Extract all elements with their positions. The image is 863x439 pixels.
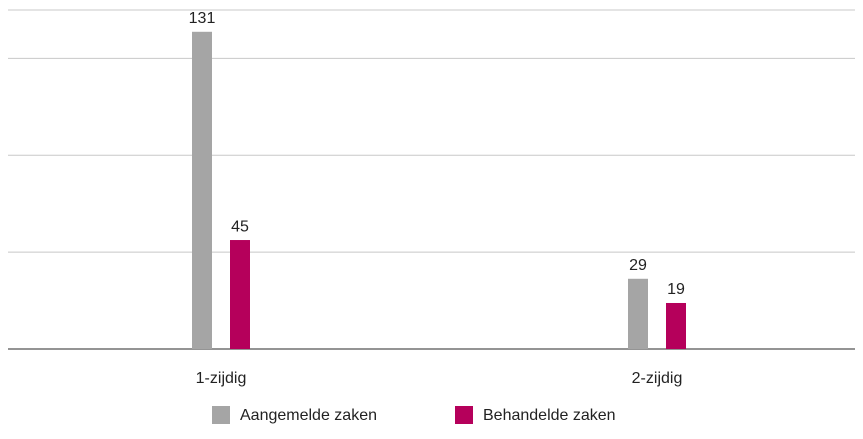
x-tick-label: 2-zijdig (632, 370, 683, 387)
value-label: 45 (231, 218, 249, 235)
x-tick-label: 1-zijdig (196, 370, 247, 387)
bar (192, 31, 212, 350)
legend-label: Behandelde zaken (483, 407, 616, 424)
legend-swatch (212, 406, 230, 424)
value-label: 19 (667, 281, 685, 298)
bar (666, 302, 686, 349)
legend-label: Aangemelde zaken (240, 407, 377, 424)
bar (628, 278, 648, 349)
value-label: 29 (629, 257, 647, 274)
value-label: 131 (189, 10, 216, 27)
legend-swatch (455, 406, 473, 424)
bar (230, 240, 250, 349)
